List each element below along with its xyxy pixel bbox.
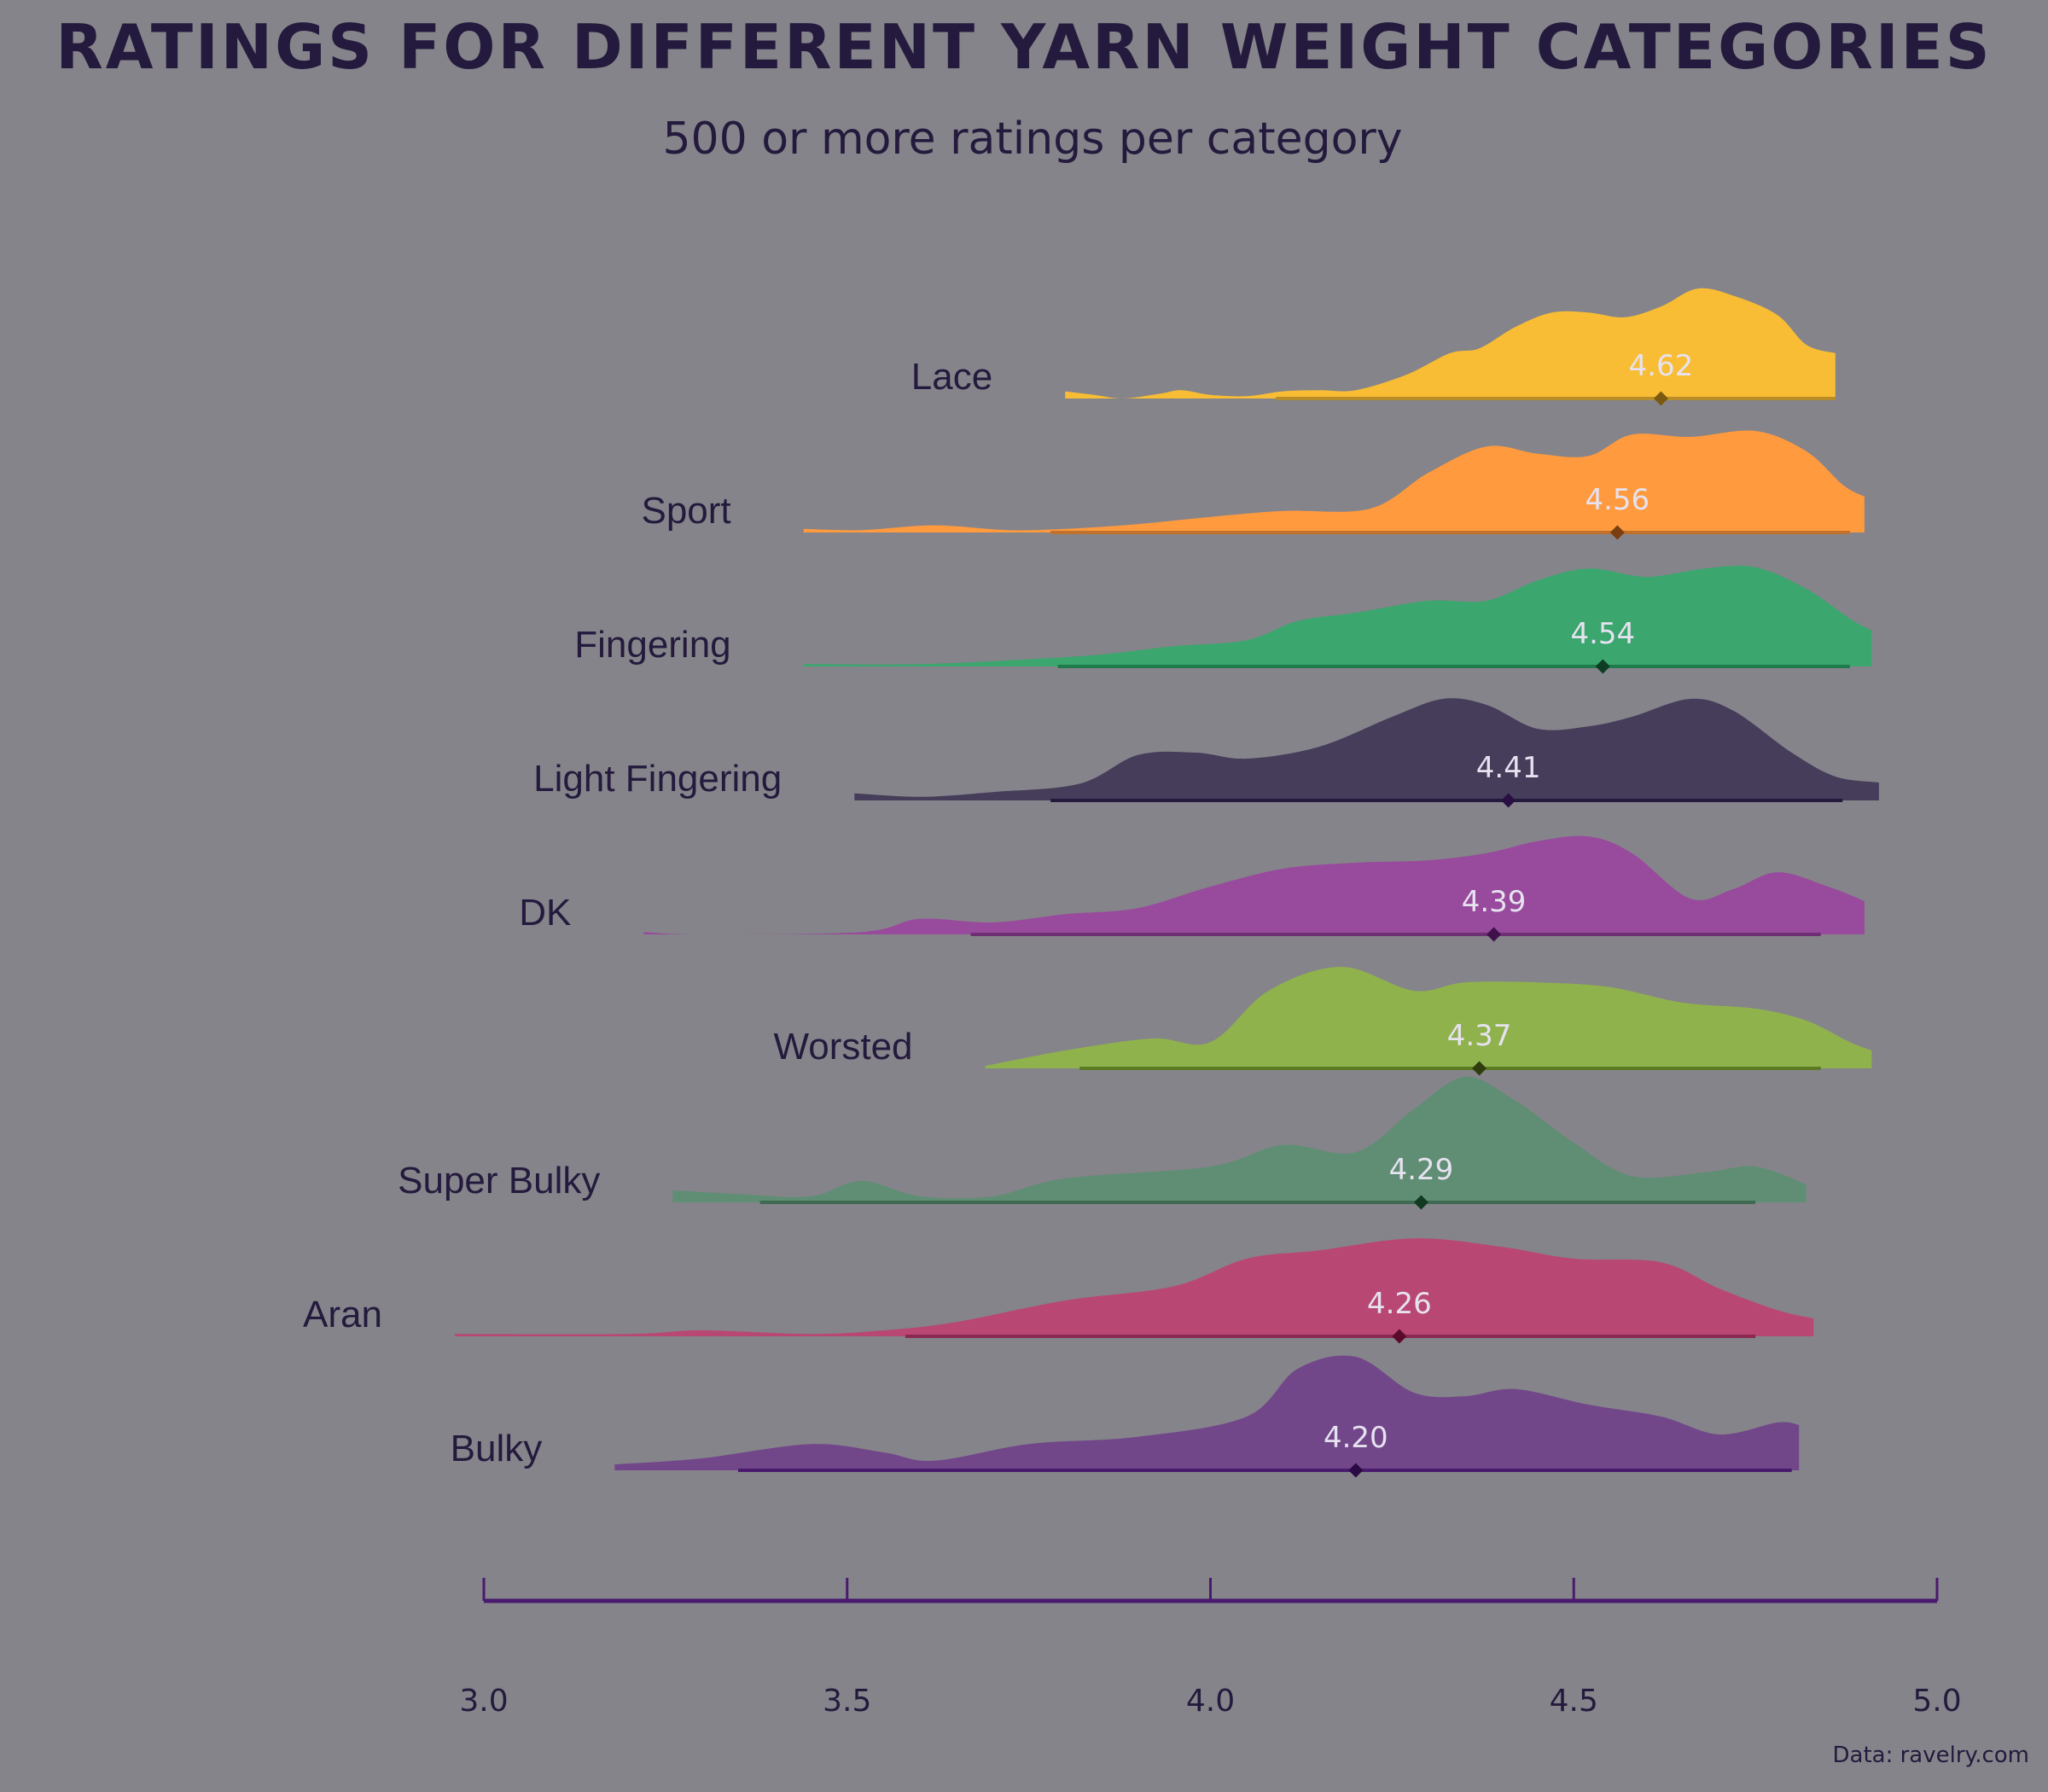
chart-caption: Data: ravelry.com [1833, 1743, 2030, 1768]
mean-label: 4.29 [1389, 1153, 1454, 1187]
mean-marker [1595, 659, 1610, 674]
density-area [614, 1355, 1800, 1470]
density-area [643, 835, 1865, 935]
mean-label: 4.56 [1585, 483, 1649, 517]
x-tick-label: 4.0 [1186, 1684, 1235, 1719]
category-label: Aran [303, 1294, 382, 1335]
category-label: Fingering [574, 624, 730, 666]
x-tick-label: 3.5 [823, 1684, 871, 1719]
chart-subtitle: 500 or more ratings per category [662, 113, 1402, 165]
category-label: Super Bulky [398, 1160, 600, 1201]
ridge-worsted: 4.37 Worsted [774, 967, 1872, 1076]
x-tick-label: 3.0 [459, 1684, 508, 1719]
mean-marker [1487, 927, 1502, 942]
chart-title: RATINGS FOR DIFFERENT YARN WEIGHT CATEGO… [55, 11, 1992, 83]
mean-marker [1413, 1195, 1428, 1210]
mean-marker [1609, 525, 1625, 540]
mean-label: 4.20 [1324, 1421, 1388, 1455]
category-label: DK [519, 892, 571, 934]
category-label: Bulky [451, 1428, 543, 1469]
mean-marker [1392, 1329, 1407, 1344]
ridge-aran: 4.26 Aran [303, 1238, 1814, 1344]
ridge-sport: 4.56 Sport [641, 430, 1865, 540]
density-area [803, 430, 1865, 532]
ridge-fingering: 4.54 Fingering [574, 565, 1872, 674]
density-area [803, 565, 1872, 666]
ridge-light-fingering: 4.41 Light Fingering [533, 698, 1879, 808]
category-label: Light Fingering [533, 758, 782, 800]
category-label: Sport [641, 490, 730, 532]
ridge-bulky: 4.20 Bulky [451, 1355, 1800, 1478]
density-area [454, 1238, 1814, 1336]
mean-marker [1348, 1463, 1364, 1478]
mean-marker [1501, 793, 1516, 808]
ridge-dk: 4.39 DK [519, 835, 1865, 942]
x-tick-label: 5.0 [1912, 1684, 1961, 1719]
category-label: Worsted [774, 1026, 913, 1068]
category-label: Lace [911, 356, 992, 398]
mean-marker [1472, 1061, 1487, 1076]
ridge-lace: 4.62 Lace [911, 288, 1836, 406]
mean-label: 4.62 [1629, 349, 1694, 383]
ridges-group: 4.62 Lace 4.56 Sport 4.54 Fingering 4.41 Light … [303, 288, 1879, 1478]
mean-label: 4.37 [1447, 1019, 1512, 1053]
mean-label: 4.26 [1367, 1287, 1432, 1321]
x-axis: 3.0 3.5 4.0 4.5 5.0 [459, 1578, 1962, 1719]
x-tick-label: 4.5 [1550, 1684, 1598, 1719]
density-area [985, 967, 1872, 1068]
mean-label: 4.39 [1462, 885, 1527, 919]
ridge-super-bulky: 4.29 Super Bulky [398, 1076, 1807, 1210]
mean-label: 4.54 [1570, 617, 1635, 651]
mean-label: 4.41 [1476, 751, 1541, 785]
density-area [854, 698, 1879, 800]
density-area [672, 1076, 1807, 1202]
density-area [1065, 288, 1836, 399]
